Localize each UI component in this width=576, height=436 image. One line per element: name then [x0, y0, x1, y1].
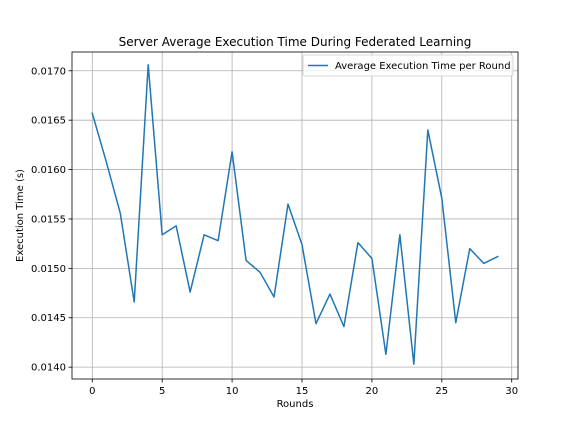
x-tick-label: 0	[89, 386, 95, 397]
y-tick-label: 0.0150	[31, 264, 66, 275]
y-tick-label: 0.0160	[31, 165, 66, 176]
x-axis: 0 5 10 15 20 25 30	[89, 379, 518, 397]
legend-label: Average Execution Time per Round	[335, 61, 511, 72]
x-tick-label: 5	[159, 386, 165, 397]
y-tick-label: 0.0140	[31, 363, 66, 374]
legend-box	[302, 54, 514, 77]
x-tick-label: 30	[505, 386, 518, 397]
y-tick-label: 0.0145	[31, 313, 66, 324]
x-tick-label: 15	[296, 386, 309, 397]
y-tick-label: 0.0170	[31, 66, 66, 77]
x-axis-label: Rounds	[277, 399, 314, 410]
plot-frame	[71, 51, 519, 380]
y-tick-label: 0.0165	[31, 116, 66, 127]
y-axis: 0.0140 0.0145 0.0150 0.0155 0.0160 0.0165 0.01…	[31, 66, 72, 374]
x-tick-label: 10	[226, 386, 239, 397]
x-tick-label: 20	[366, 386, 379, 397]
legend: Average Execution Time per Round	[302, 54, 514, 77]
series-line-0	[91, 64, 499, 365]
y-axis-label: Execution Time (s)	[15, 169, 26, 262]
series-layer	[91, 64, 499, 365]
x-tick-label: 25	[435, 386, 448, 397]
y-tick-label: 0.0155	[31, 214, 66, 225]
chart-title: Server Average Execution Time During Fed…	[119, 35, 472, 49]
